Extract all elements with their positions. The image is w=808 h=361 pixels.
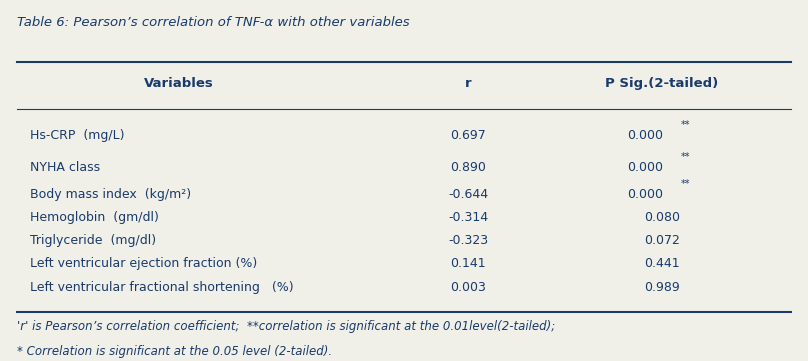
Text: 0.000: 0.000 bbox=[628, 188, 663, 201]
Text: 0.141: 0.141 bbox=[451, 257, 486, 270]
Text: Table 6: Pearson’s correlation of TNF-α with other variables: Table 6: Pearson’s correlation of TNF-α … bbox=[18, 16, 410, 29]
Text: -0.323: -0.323 bbox=[448, 234, 489, 247]
Text: 0.441: 0.441 bbox=[644, 257, 680, 270]
Text: Triglyceride  (mg/dl): Triglyceride (mg/dl) bbox=[30, 234, 156, 247]
Text: 0.003: 0.003 bbox=[451, 281, 486, 294]
Text: 0.080: 0.080 bbox=[644, 211, 680, 224]
Text: 'r' is Pearson’s correlation coefficient;  **correlation is significant at the 0: 'r' is Pearson’s correlation coefficient… bbox=[18, 320, 556, 333]
Text: 0.000: 0.000 bbox=[628, 161, 663, 174]
Text: 0.000: 0.000 bbox=[628, 129, 663, 142]
Text: 0.890: 0.890 bbox=[451, 161, 486, 174]
Text: Left ventricular fractional shortening   (%): Left ventricular fractional shortening (… bbox=[30, 281, 293, 294]
Text: * Correlation is significant at the 0.05 level (2-tailed).: * Correlation is significant at the 0.05… bbox=[18, 345, 333, 358]
Text: 0.989: 0.989 bbox=[644, 281, 680, 294]
Text: NYHA class: NYHA class bbox=[30, 161, 99, 174]
Text: Hs-CRP  (mg/L): Hs-CRP (mg/L) bbox=[30, 129, 124, 142]
Text: -0.314: -0.314 bbox=[448, 211, 489, 224]
Text: **: ** bbox=[681, 179, 691, 188]
Text: 0.072: 0.072 bbox=[644, 234, 680, 247]
Text: Left ventricular ejection fraction (%): Left ventricular ejection fraction (%) bbox=[30, 257, 257, 270]
Text: **: ** bbox=[681, 152, 691, 162]
Text: 0.697: 0.697 bbox=[451, 129, 486, 142]
Text: r: r bbox=[465, 77, 472, 90]
Text: -0.644: -0.644 bbox=[448, 188, 489, 201]
Text: P Sig.(2-tailed): P Sig.(2-tailed) bbox=[605, 77, 718, 90]
Text: Hemoglobin  (gm/dl): Hemoglobin (gm/dl) bbox=[30, 211, 158, 224]
Text: Variables: Variables bbox=[144, 77, 213, 90]
Text: **: ** bbox=[681, 119, 691, 130]
Text: Body mass index  (kg/m²): Body mass index (kg/m²) bbox=[30, 188, 191, 201]
